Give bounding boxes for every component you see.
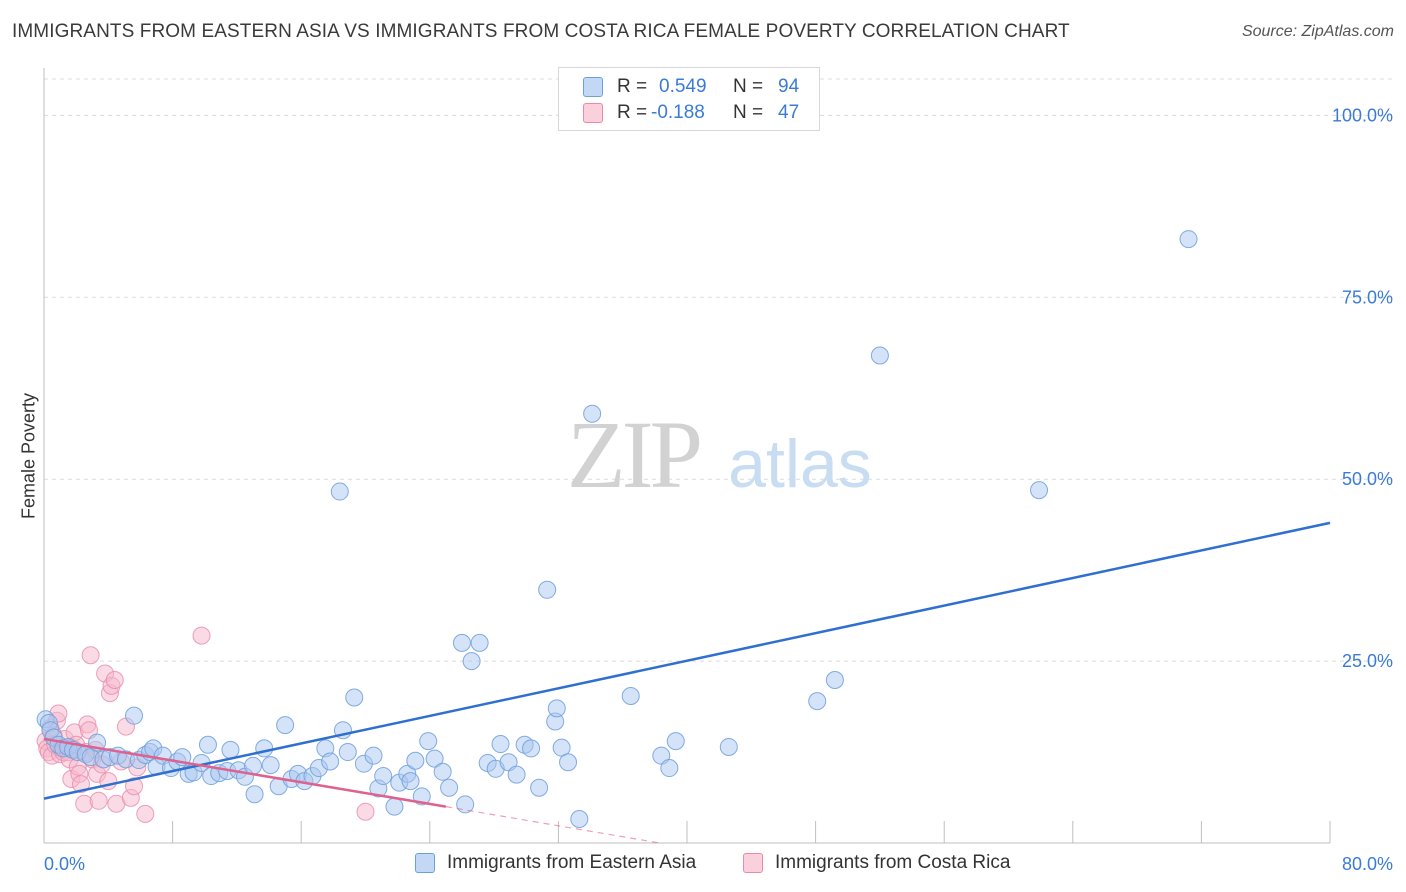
chart-title: IMMIGRANTS FROM EASTERN ASIA VS IMMIGRAN… [12,21,1070,42]
trend-line-eastern-asia [43,521,1331,800]
trend-line-costa-rica-extension [445,806,660,844]
data-point-eastern-asia [440,778,459,797]
data-point-eastern-asia [198,735,217,754]
watermark: ZIP atlas [567,401,872,508]
bottom-legend-label-blue: Immigrants from Eastern Asia [447,852,697,873]
bottom-legend-swatch-blue [415,853,435,873]
data-point-eastern-asia [321,752,340,771]
legend-swatch-pink [583,103,603,123]
correlation-legend: R = 0.549 N = 94 R = -0.188 N = 47 [558,67,820,131]
data-point-eastern-asia [125,706,144,725]
y-tick-label: 25.0% [1342,651,1393,671]
tick-labels: 25.0% 50.0% 75.0% 100.0% 0.0% 80.0% [44,105,1393,874]
data-point-eastern-asia [583,404,602,423]
y-tick-label: 50.0% [1342,469,1393,489]
bottom-legend-label-pink: Immigrants from Costa Rica [775,852,1011,873]
data-point-eastern-asia [666,732,685,751]
data-point-costa-rica [71,775,90,794]
legend-r-value-pink: -0.188 [651,102,705,123]
grid-lines [44,78,1392,662]
data-point-eastern-asia [491,735,510,754]
y-axis-label: Female Poverty [18,392,39,520]
data-point-eastern-asia [419,732,438,751]
series-costa-rica-points [36,626,375,823]
data-point-eastern-asia [559,753,578,772]
source-label: Source: ZipAtlas.com [1241,23,1394,40]
x-tick-label-min: 0.0% [44,854,85,874]
legend-n-label: N = [733,102,764,123]
data-point-eastern-asia [470,633,489,652]
data-point-eastern-asia [345,688,364,707]
data-point-eastern-asia [401,772,420,791]
data-point-eastern-asia [338,743,357,762]
data-point-costa-rica [136,804,155,823]
data-point-eastern-asia [255,739,274,758]
data-point-eastern-asia [261,756,280,775]
data-point-eastern-asia [425,749,444,768]
legend-n-label: N = [733,76,764,97]
data-point-eastern-asia [433,762,452,781]
data-point-eastern-asia [1030,481,1049,500]
data-point-eastern-asia [538,580,557,599]
legend-r-label: R = [617,102,648,123]
data-point-eastern-asia [522,739,541,758]
data-point-eastern-asia [530,778,549,797]
data-point-eastern-asia [870,346,889,365]
data-point-eastern-asia [825,671,844,690]
y-tick-label: 75.0% [1342,287,1393,307]
data-point-costa-rica [105,671,124,690]
data-point-eastern-asia [276,716,295,735]
legend-n-value-blue: 94 [778,76,800,97]
x-tick-label-max: 80.0% [1342,854,1393,874]
legend-n-value-pink: 47 [778,102,800,123]
y-tick-label: 100.0% [1332,105,1393,125]
data-point-costa-rica [125,777,144,796]
data-point-eastern-asia [507,765,526,784]
data-point-eastern-asia [330,482,349,501]
data-point-eastern-asia [374,767,393,786]
data-point-eastern-asia [808,692,827,711]
watermark-atlas: atlas [728,426,872,502]
data-point-eastern-asia [570,809,589,828]
data-point-eastern-asia [452,633,471,652]
data-point-eastern-asia [660,759,679,778]
data-point-eastern-asia [406,751,425,770]
legend-r-value-blue: 0.549 [659,76,707,97]
trend-lines [43,521,1331,844]
data-point-costa-rica [75,794,94,813]
data-point-eastern-asia [719,737,738,756]
data-point-eastern-asia [243,756,262,775]
legend-r-label: R = [617,76,648,97]
data-point-costa-rica [89,791,108,810]
data-point-costa-rica [81,646,100,665]
data-point-eastern-asia [364,746,383,765]
data-point-costa-rica [192,626,211,645]
data-point-costa-rica [356,802,375,821]
data-point-eastern-asia [462,652,481,671]
data-point-eastern-asia [221,740,240,759]
data-point-eastern-asia [385,797,404,816]
data-point-eastern-asia [1179,230,1198,249]
series-eastern-asia-points [36,230,1198,828]
bottom-legend-swatch-pink [743,853,763,873]
data-point-eastern-asia [621,687,640,706]
legend-swatch-blue [583,77,603,97]
data-point-eastern-asia [547,699,566,718]
data-point-eastern-asia [245,785,264,804]
trend-line-costa-rica [43,737,447,808]
